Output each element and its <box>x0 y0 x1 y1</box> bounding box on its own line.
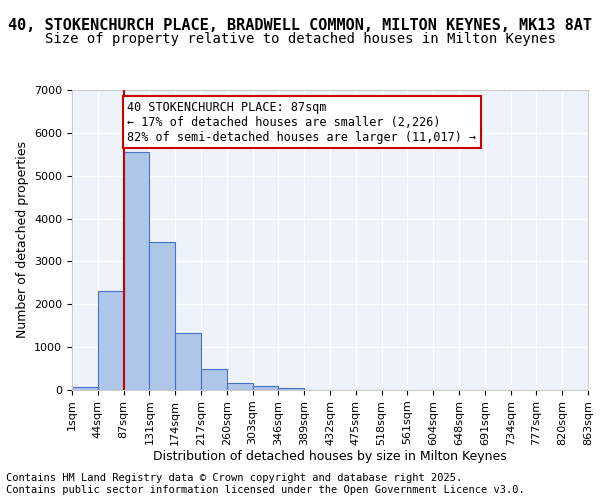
Text: 40 STOKENCHURCH PLACE: 87sqm
← 17% of detached houses are smaller (2,226)
82% of: 40 STOKENCHURCH PLACE: 87sqm ← 17% of de… <box>127 100 476 144</box>
Bar <box>124 152 149 390</box>
Bar <box>149 242 175 390</box>
Bar <box>278 388 304 390</box>
Bar <box>175 333 201 390</box>
Text: Contains HM Land Registry data © Crown copyright and database right 2025.
Contai: Contains HM Land Registry data © Crown c… <box>6 474 525 495</box>
Bar <box>201 370 227 390</box>
Y-axis label: Number of detached properties: Number of detached properties <box>16 142 29 338</box>
Text: Size of property relative to detached houses in Milton Keynes: Size of property relative to detached ho… <box>44 32 556 46</box>
Bar <box>253 386 278 390</box>
Bar <box>98 292 124 390</box>
Bar <box>72 386 98 390</box>
Bar <box>227 383 253 390</box>
Text: 40, STOKENCHURCH PLACE, BRADWELL COMMON, MILTON KEYNES, MK13 8AT: 40, STOKENCHURCH PLACE, BRADWELL COMMON,… <box>8 18 592 32</box>
X-axis label: Distribution of detached houses by size in Milton Keynes: Distribution of detached houses by size … <box>153 450 507 464</box>
